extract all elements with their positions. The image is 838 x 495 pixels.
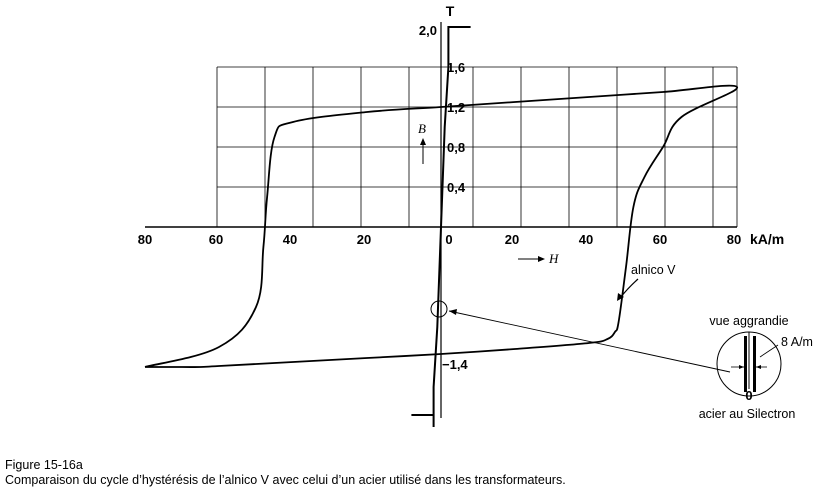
- zoom-value-label: 8 A/m: [781, 335, 813, 349]
- x-tick-label: 80: [727, 232, 741, 247]
- x-tick-label: 60: [653, 232, 667, 247]
- y-tick-label: 1,6: [447, 60, 465, 75]
- silectron-label: acier au Silectron: [699, 407, 796, 421]
- x-tick-label: 60: [209, 232, 223, 247]
- zoom-inset: vue aggrandie 8 A/m 0 acier au Silectron: [699, 314, 813, 421]
- x-tick-label: 40: [579, 232, 593, 247]
- hysteresis-figure: 2,0 1,6 1,2 0,8 0,4 −1,4 80 60 40 20 0 2…: [138, 3, 813, 427]
- y-tick-label: −1,4: [442, 357, 468, 372]
- x-tick-label: 20: [357, 232, 371, 247]
- b-symbol: B: [418, 121, 426, 136]
- leader-arrowhead: [617, 293, 624, 301]
- x-tick-label: 40: [283, 232, 297, 247]
- zoom-zero-label: 0: [745, 388, 752, 403]
- silectron-curve: [411, 26, 471, 427]
- zoom-leader-arrowhead: [449, 309, 457, 315]
- figure-number: Figure 15-16a: [5, 458, 83, 472]
- x-tick-label: 0: [445, 232, 452, 247]
- x-tick-label: 80: [138, 232, 152, 247]
- alnico-v-curve: [144, 84, 738, 368]
- b-unit-label: T: [446, 3, 455, 19]
- alnico-v-label: alnico V: [631, 263, 676, 277]
- y-tick-label: 1,2: [447, 100, 465, 115]
- y-tick-label: 0,8: [447, 140, 465, 155]
- y-tick-label: 2,0: [419, 23, 437, 38]
- figure-caption: Comparaison du cycle d’hystérésis de l’a…: [5, 473, 566, 487]
- up-arrow-icon: [420, 138, 426, 164]
- right-arrow-icon: [518, 256, 545, 262]
- h-symbol: H: [548, 251, 559, 266]
- y-tick-label: 0,4: [447, 180, 466, 195]
- zoom-leader-line: [448, 310, 731, 373]
- grid: [216, 66, 738, 227]
- zoom-title: vue aggrandie: [709, 314, 788, 328]
- h-unit-label: kA/m: [750, 231, 784, 247]
- zoom-marker-circle: [430, 300, 448, 318]
- x-tick-label: 20: [505, 232, 519, 247]
